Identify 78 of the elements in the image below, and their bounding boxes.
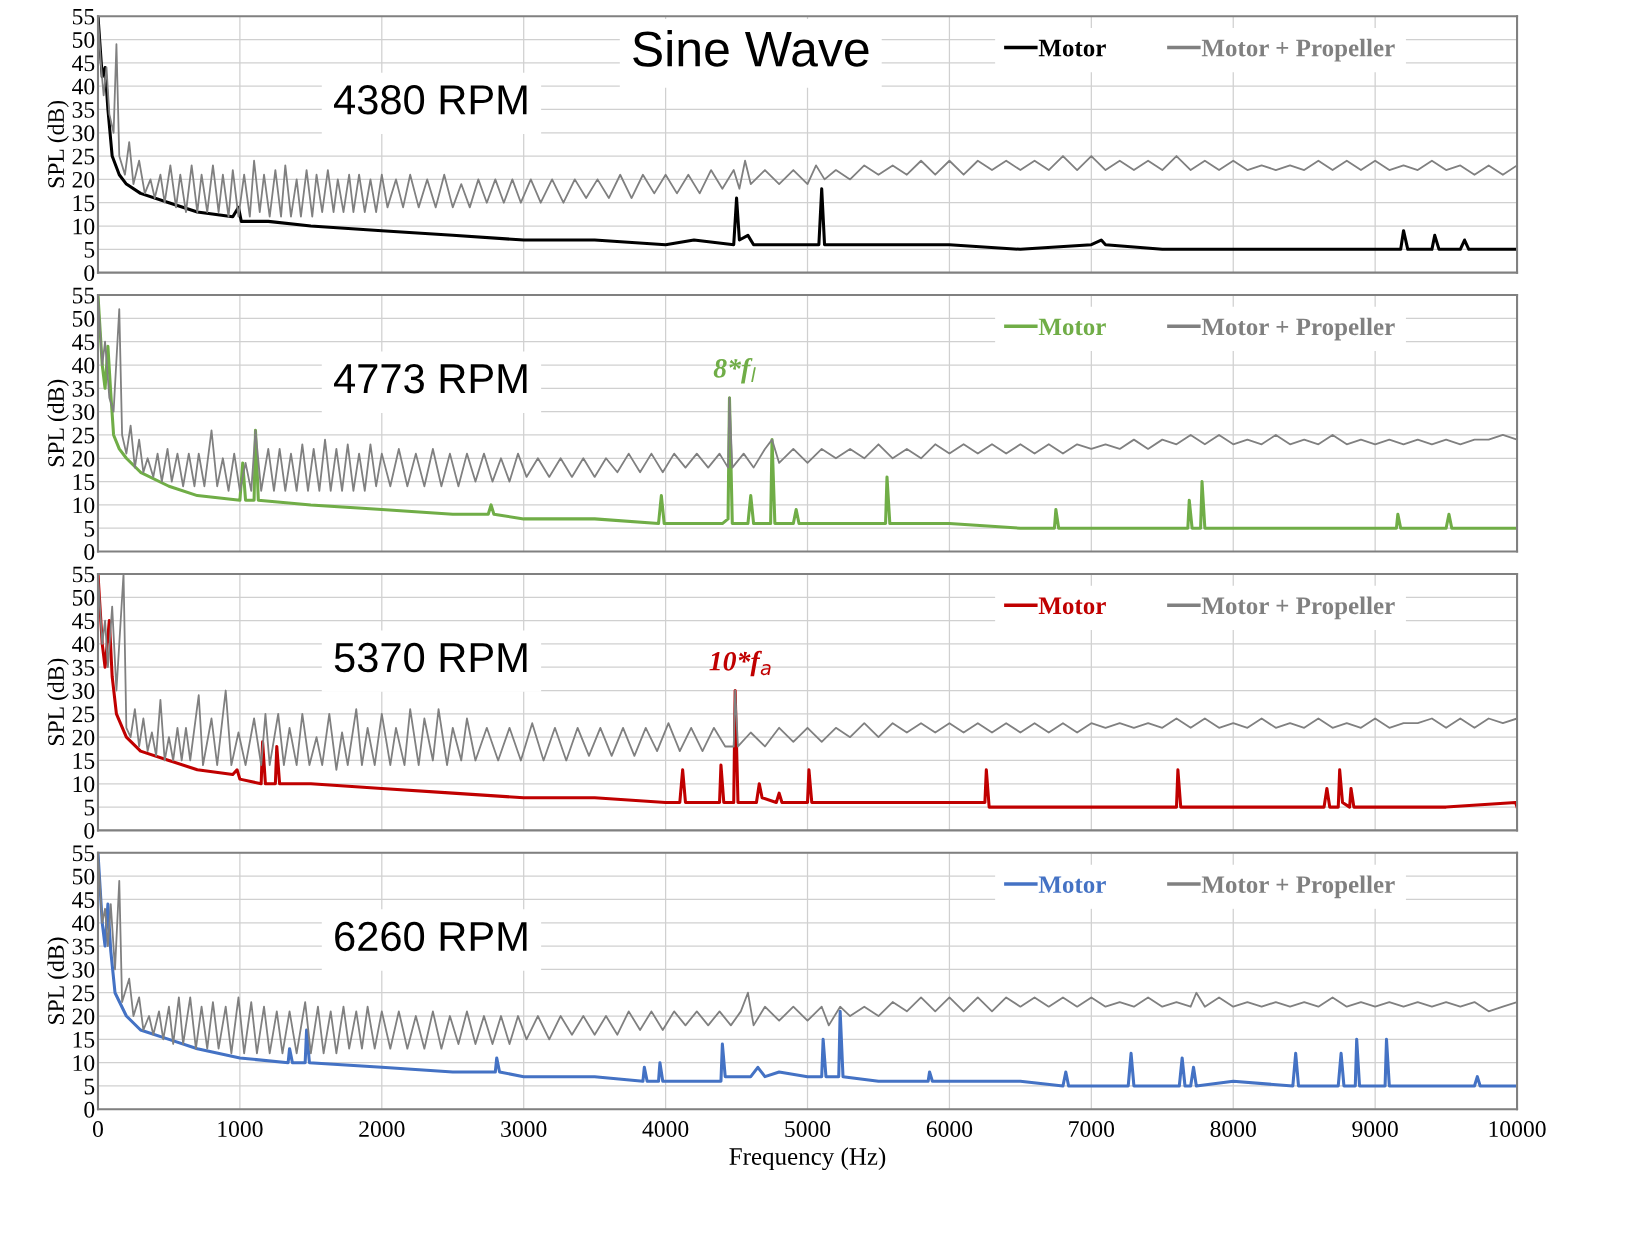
- legend-label: Motor + Propeller: [1201, 596, 1395, 620]
- legend-label: Motor: [1038, 318, 1106, 336]
- annotation: 5370 RPM: [334, 642, 527, 673]
- x-tick-label: 9000: [1352, 1121, 1398, 1138]
- y-axis-title: SPL (dB): [47, 937, 69, 1024]
- y-tick-label: 45: [72, 613, 95, 629]
- legend-label: Motor + Propeller: [1201, 38, 1395, 62]
- y-tick-label: 35: [72, 380, 95, 397]
- legend-label: Motor: [1038, 876, 1106, 894]
- legend-label: Motor + Propeller: [1201, 317, 1395, 341]
- annotation: 4380 RPM: [334, 85, 527, 115]
- x-tick-label: 4000: [642, 1121, 689, 1138]
- x-tick-label: 10000: [1489, 1121, 1546, 1138]
- y-tick-label: 15: [73, 474, 95, 491]
- y-tick-label: 0: [84, 265, 95, 282]
- annotation: 4773 RPM: [334, 363, 527, 394]
- x-axis-title: Frequency (Hz): [729, 1147, 886, 1171]
- legend-label: Motor: [1038, 39, 1106, 57]
- y-tick-label: 40: [72, 636, 95, 653]
- y-tick-label: 0: [84, 544, 95, 560]
- y-axis-title: SPL (dB): [47, 658, 69, 746]
- x-tick-label: 7000: [1069, 1121, 1115, 1138]
- y-tick-label: 50: [72, 31, 95, 48]
- y-tick-label: 30: [72, 404, 95, 421]
- y-tick-label: 5: [84, 520, 95, 537]
- y-tick-label: 30: [72, 683, 95, 699]
- legend-label: Motor + Propeller: [1201, 875, 1395, 899]
- y-tick-label: 0: [84, 1101, 95, 1118]
- y-tick-label: 45: [72, 334, 95, 351]
- y-tick-label: 15: [73, 195, 95, 212]
- y-tick-label: 15: [73, 753, 95, 769]
- y-tick-label: 40: [72, 915, 95, 932]
- y-tick-label: 15: [73, 1031, 95, 1048]
- y-tick-label: 10: [73, 776, 95, 793]
- y-tick-label: 25: [72, 706, 95, 723]
- y-tick-label: 35: [72, 102, 95, 118]
- y-tick-label: 50: [72, 589, 95, 606]
- y-tick-label: 25: [72, 427, 95, 444]
- x-tick-label: 3000: [501, 1121, 547, 1138]
- y-tick-label: 40: [72, 357, 95, 374]
- y-tick-label: 35: [72, 938, 95, 955]
- x-tick-label: 8000: [1210, 1121, 1256, 1138]
- y-tick-label: 30: [72, 961, 95, 978]
- y-tick-label: 25: [72, 985, 95, 1002]
- y-tick-label: 55: [72, 8, 95, 25]
- y-tick-label: 0: [84, 822, 95, 839]
- chart-title: Sine Wave: [633, 30, 869, 67]
- y-tick-label: 5: [84, 1078, 95, 1095]
- y-tick-label: 30: [72, 125, 95, 142]
- y-tick-label: 20: [72, 729, 95, 746]
- y-axis-title: SPL (dB): [47, 379, 69, 467]
- y-tick-label: 55: [72, 845, 95, 862]
- y-tick-label: 25: [72, 148, 95, 165]
- y-tick-label: 45: [72, 892, 95, 908]
- x-tick-label: 2000: [359, 1121, 405, 1138]
- y-tick-label: 20: [72, 450, 95, 467]
- y-tick-label: 55: [72, 287, 95, 304]
- y-tick-label: 50: [72, 868, 95, 885]
- y-tick-label: 10: [73, 218, 95, 235]
- y-tick-label: 5: [84, 799, 95, 816]
- y-tick-label: 45: [72, 55, 95, 72]
- x-tick-label: 1000: [218, 1121, 263, 1138]
- y-tick-label: 40: [72, 78, 95, 95]
- y-tick-label: 50: [72, 310, 95, 327]
- y-tick-label: 10: [73, 1055, 95, 1072]
- y-tick-label: 55: [72, 566, 95, 583]
- y-tick-label: 35: [72, 659, 95, 676]
- y-tick-label: 5: [84, 242, 95, 258]
- y-tick-label: 10: [73, 497, 95, 514]
- legend-label: Motor: [1038, 597, 1106, 615]
- annotation: 10*f$_{a}$: [709, 650, 771, 677]
- y-axis-title: SPL (dB): [47, 100, 69, 188]
- y-tick-label: 20: [72, 171, 95, 188]
- y-tick-label: 20: [72, 1008, 95, 1025]
- x-tick-label: 6000: [926, 1121, 973, 1138]
- annotation: 8*f$_{l}$: [713, 357, 756, 384]
- annotation: 6260 RPM: [335, 921, 527, 952]
- x-tick-label: 5000: [785, 1121, 831, 1138]
